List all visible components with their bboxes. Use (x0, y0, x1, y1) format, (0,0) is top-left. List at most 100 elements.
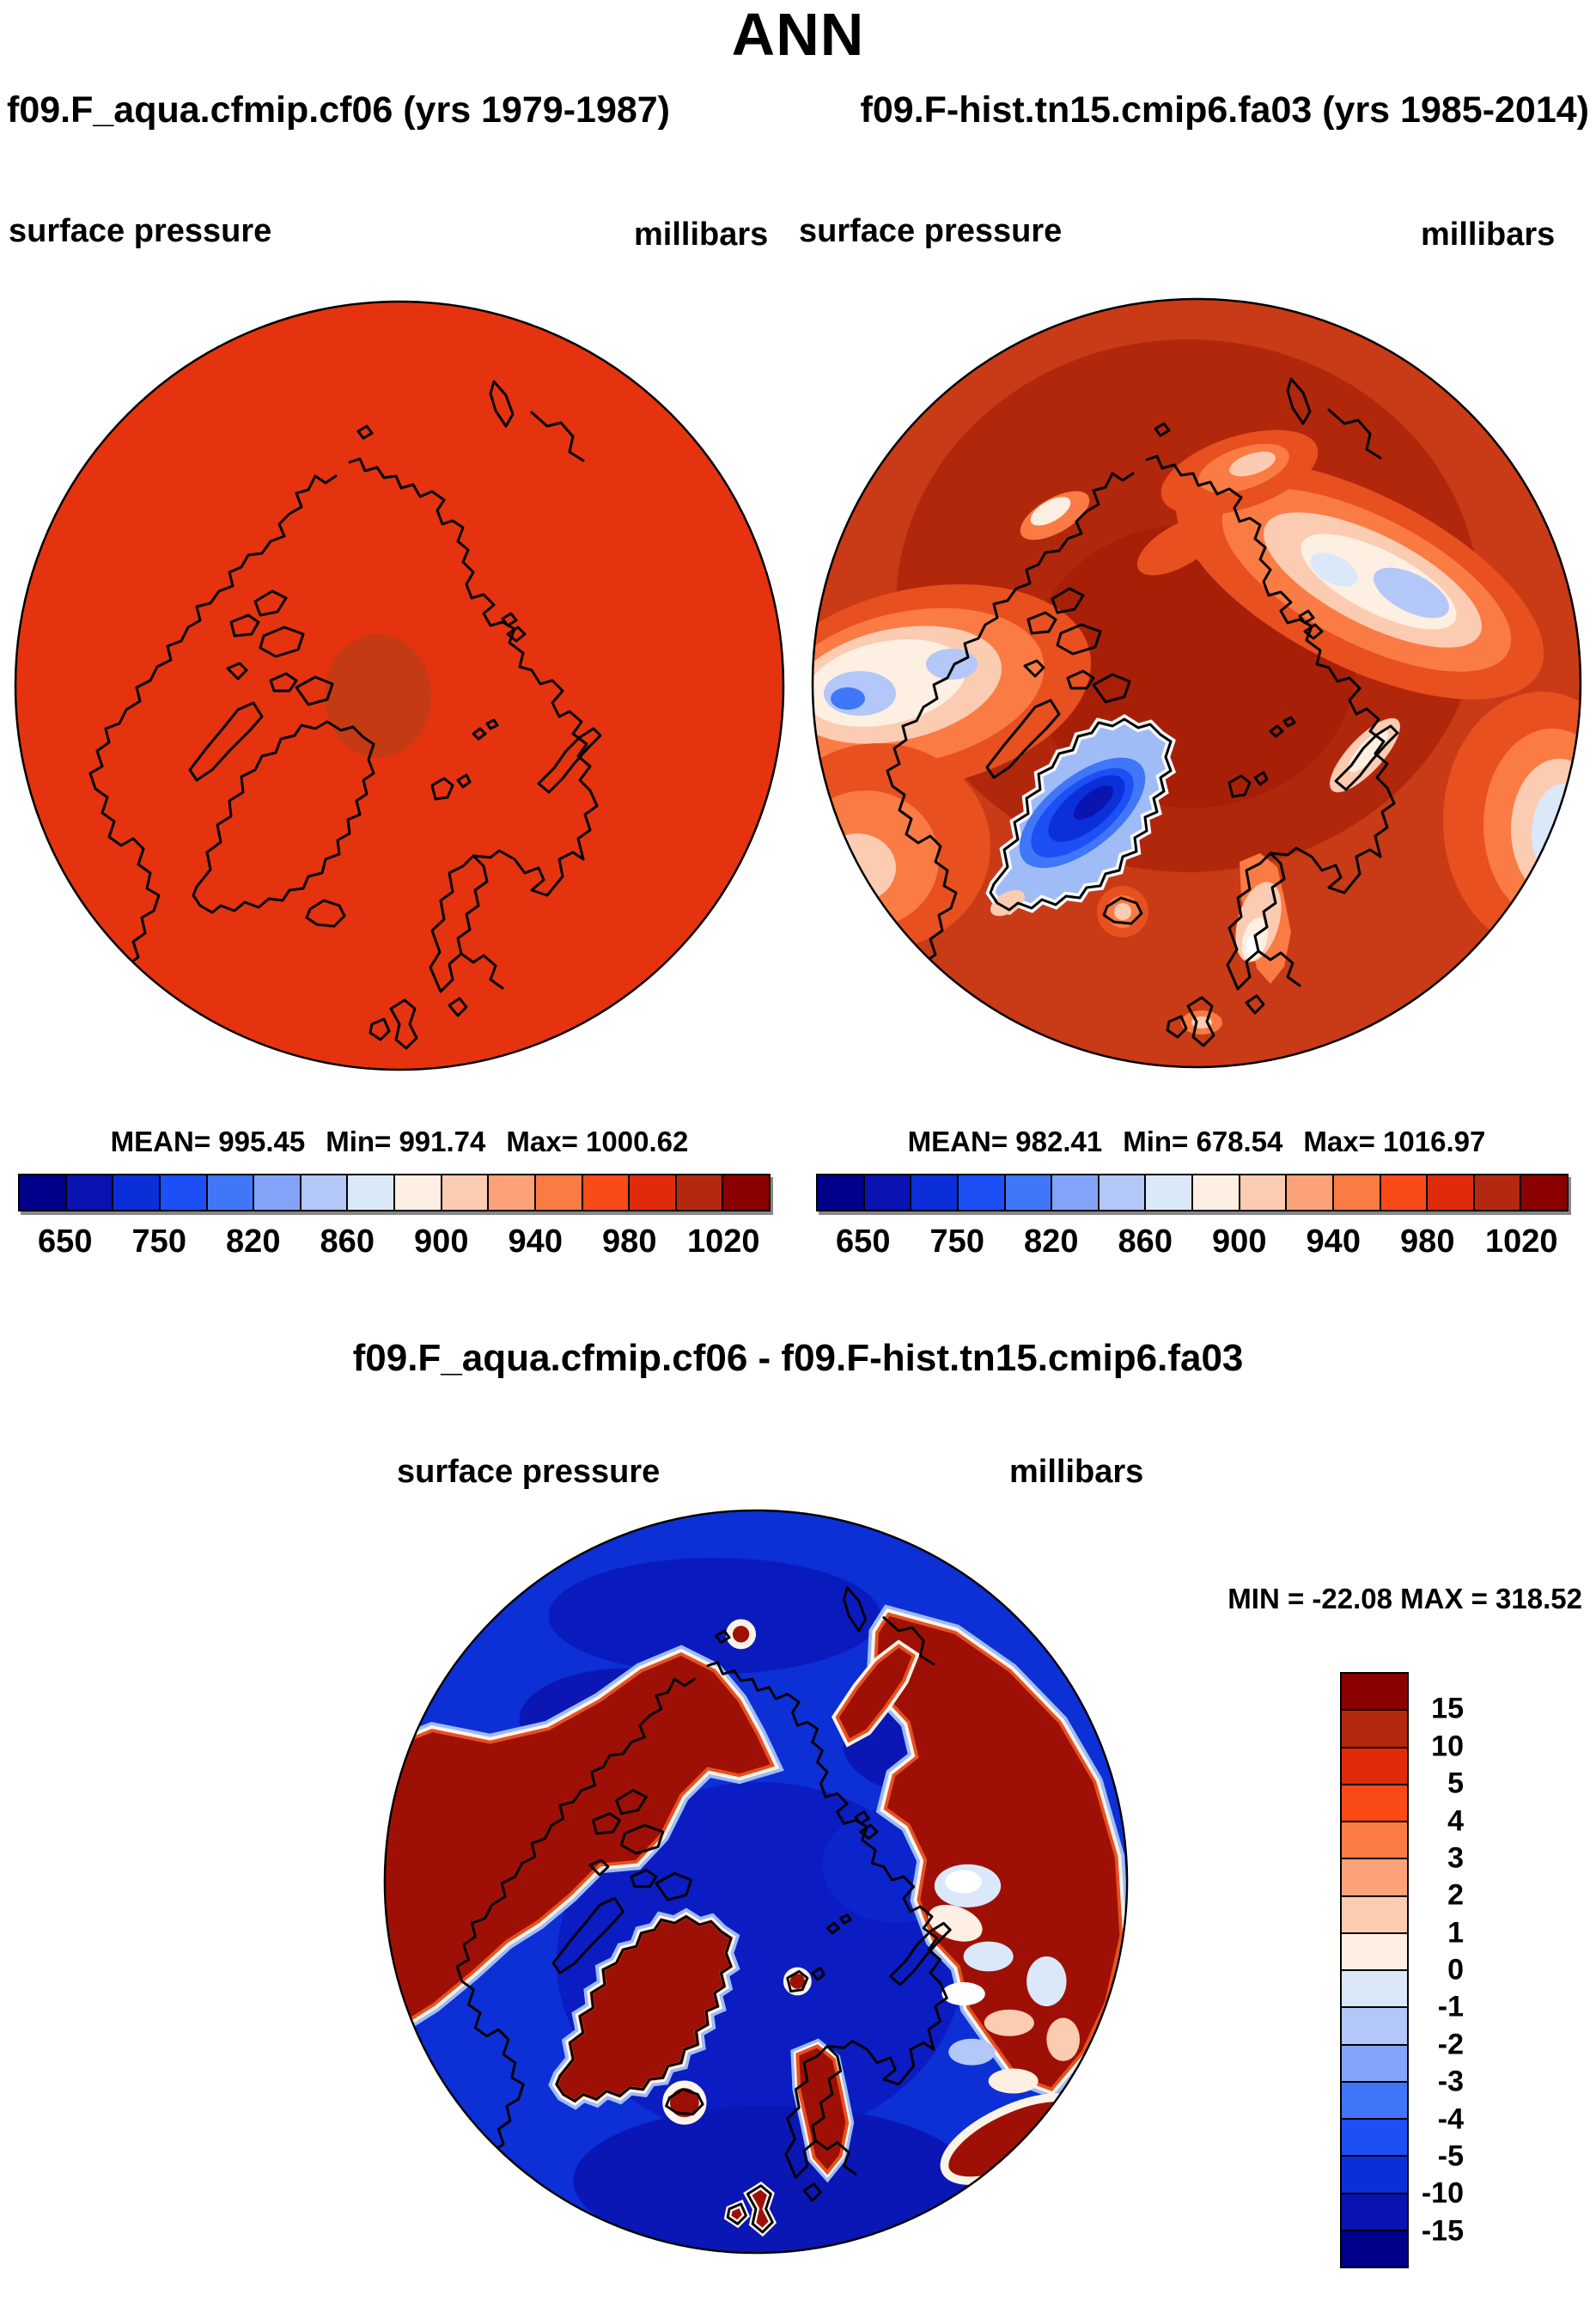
colorbar-tick-label: 750 (929, 1224, 984, 1260)
colorbar-segment (1428, 1175, 1475, 1210)
colorbar-tick-label: 0 (1447, 1953, 1464, 1986)
colorbar-tick-label: 1 (1447, 1916, 1464, 1950)
colorbar-segment (348, 1175, 395, 1210)
stat-min-left: Min= 991.74 (326, 1126, 486, 1157)
colorbar-segment (1521, 1175, 1567, 1210)
colorbar-tick-label: 10 (1431, 1730, 1464, 1763)
colorbar-tick-label: -1 (1437, 1990, 1464, 2023)
colorbar-tick-label: 940 (1306, 1224, 1361, 1260)
colorbar-tick-label: -2 (1437, 2028, 1464, 2061)
colorbar-segment (723, 1175, 769, 1210)
colorbar-segment (1342, 2008, 1407, 2046)
diff-minmax-stats: MIN = -22.08 MAX = 318.52 (1227, 1583, 1582, 1614)
colorbar-tick-label: -4 (1437, 2102, 1464, 2135)
units-label-diff: millibars (1009, 1454, 1144, 1490)
colorbar-segment (818, 1175, 865, 1210)
season-title: ANN (731, 1, 865, 68)
colorbar-segment (630, 1175, 677, 1210)
colorbar-tick-label: 650 (38, 1224, 93, 1260)
colorbar-segment (1342, 1785, 1407, 1822)
colorbar-segment (1342, 1674, 1407, 1712)
case-title-left: f09.F_aqua.cfmip.cf06 (yrs 1979-1987) (7, 89, 671, 131)
colorbar-segment (911, 1175, 959, 1210)
colorbar-segment (301, 1175, 349, 1210)
colorbar-segment (1333, 1175, 1381, 1210)
colorbar-tick-label: 4 (1447, 1804, 1464, 1837)
colorbar-pressure-right: 650 750 820 860 900 940 980 1020 (816, 1174, 1569, 1268)
colorbar-tick-label: 860 (320, 1224, 375, 1260)
colorbar-segment (1342, 2082, 1407, 2120)
colorbar-tick-label: 860 (1118, 1224, 1173, 1260)
colorbar-segment (864, 1175, 912, 1210)
colorbar-segment (1342, 2120, 1407, 2157)
colorbar-tick-label: 820 (226, 1224, 281, 1260)
colorbar-strip (18, 1174, 771, 1211)
colorbar-tick-label: 2 (1447, 1878, 1464, 1912)
colorbar-segment (1342, 1933, 1407, 1971)
colorbar-tick-label: 15 (1431, 1692, 1464, 1725)
colorbar-tick-label: 980 (602, 1224, 657, 1260)
colorbar-tick-label: 750 (131, 1224, 186, 1260)
colorbar-tick-label: 1020 (1484, 1224, 1558, 1260)
colorbar-tick-label: -3 (1437, 2065, 1464, 2098)
stat-mean-right: MEAN= 982.41 (907, 1126, 1103, 1157)
variable-label-right: surface pressure (799, 213, 1063, 249)
colorbar-segment (1342, 1711, 1407, 1748)
case-title-right: f09.F-hist.tn15.cmip6.fa03 (yrs 1985-201… (860, 89, 1589, 131)
colorbar-segment (676, 1175, 724, 1210)
colorbar-segment (1052, 1175, 1100, 1210)
colorbar-segment (1342, 1896, 1407, 1934)
colorbar-segment (254, 1175, 302, 1210)
difference-title: f09.F_aqua.cfmip.cf06 - f09.F-hist.tn15.… (352, 1337, 1244, 1379)
colorbar-pressure-left: 650 750 820 860 900 940 980 1020 (18, 1174, 771, 1268)
colorbar-segment (113, 1175, 161, 1210)
colorbar-segment (535, 1175, 583, 1210)
colorbar-tick-label: 3 (1447, 1841, 1464, 1875)
colorbar-segment (207, 1175, 255, 1210)
colorbar-segment (20, 1175, 67, 1210)
stat-min-right: Min= 678.54 (1123, 1126, 1283, 1157)
colorbar-segment (1342, 1822, 1407, 1860)
stat-max-left: Max= 1000.62 (506, 1126, 689, 1157)
colorbar-segment (1380, 1175, 1428, 1210)
colorbar-segment (1474, 1175, 1522, 1210)
colorbar-segment (1240, 1175, 1288, 1210)
colorbar-segment (66, 1175, 114, 1210)
map-left-surface-pressure (14, 300, 785, 1071)
colorbar-segment (1342, 2231, 1407, 2267)
colorbar-segment (958, 1175, 1006, 1210)
colorbar-segment (395, 1175, 442, 1210)
colorbar-segment (1342, 1971, 1407, 2009)
variable-label-diff: surface pressure (397, 1454, 661, 1490)
colorbar-tick-label: -10 (1421, 2176, 1464, 2210)
colorbar-tick-label: -5 (1437, 2139, 1464, 2173)
colorbar-tick-label: 940 (508, 1224, 563, 1260)
colorbar-tick-label: 900 (414, 1224, 469, 1260)
colorbar-difference: 15 10 5 4 3 2 1 0 -1 -2 -3 -4 -5 -10 -15 (1340, 1672, 1464, 2268)
stat-mean-left: MEAN= 995.45 (110, 1126, 306, 1157)
colorbar-tick-label: 820 (1024, 1224, 1079, 1260)
colorbar-segment (1005, 1175, 1053, 1210)
variable-label-left: surface pressure (9, 213, 272, 249)
colorbar-segment (582, 1175, 630, 1210)
units-label-left: millibars (634, 217, 769, 253)
colorbar-segment (1342, 1748, 1407, 1785)
colorbar-segment (160, 1175, 208, 1210)
colorbar-tick-label: 900 (1212, 1224, 1267, 1260)
colorbar-segment (1342, 2045, 1407, 2083)
stats-right: MEAN= 982.41 Min= 678.54 Max= 1016.97 (810, 1126, 1583, 1158)
colorbar-segment (1193, 1175, 1240, 1210)
colorbar-segment (1146, 1175, 1193, 1210)
colorbar-segment (1287, 1175, 1334, 1210)
colorbar-segment (1099, 1175, 1147, 1210)
units-label-right: millibars (1421, 217, 1556, 253)
colorbar-tick-label: 1020 (686, 1224, 760, 1260)
map-right-surface-pressure (811, 297, 1582, 1069)
colorbar-tick-label: 650 (836, 1224, 891, 1260)
colorbar-strip (816, 1174, 1569, 1211)
colorbar-strip (1340, 1672, 1409, 2268)
colorbar-segment (442, 1175, 490, 1210)
colorbar-tick-label: 5 (1447, 1767, 1464, 1800)
colorbar-segment (1342, 2157, 1407, 2194)
